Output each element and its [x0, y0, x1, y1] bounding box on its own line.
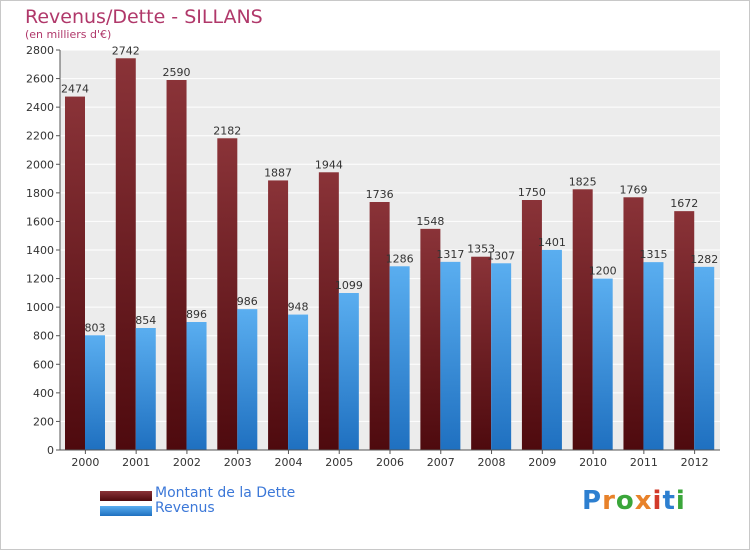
bar-dette: [623, 197, 644, 450]
data-label: 2474: [61, 83, 89, 96]
data-label: 1200: [589, 265, 617, 278]
logo-letter: o: [615, 486, 635, 516]
y-tick-label: 2600: [26, 73, 54, 86]
axes: 0 200 400 600 800 1000 1200 1400 1600 1800 2000 220…: [26, 44, 720, 469]
x-tick-label: 2011: [630, 456, 658, 469]
bar-dette: [420, 228, 441, 450]
data-label: 1887: [264, 166, 292, 179]
x-tick-label: 2012: [681, 456, 709, 469]
y-tick-label: 400: [33, 387, 54, 400]
data-label: 1315: [639, 248, 667, 261]
bar-revenus: [389, 266, 410, 450]
bar-revenus: [541, 249, 562, 450]
bar-revenus: [643, 262, 664, 450]
bar-revenus: [237, 309, 258, 450]
y-tick-label: 800: [33, 330, 54, 343]
y-tick-label: 1400: [26, 244, 54, 257]
data-label: 2590: [163, 66, 191, 79]
bar-revenus: [491, 263, 512, 450]
data-label: 1672: [670, 197, 698, 210]
y-tick-label: 2800: [26, 44, 54, 57]
data-labels: 2474 803 2742 854 2590 896 2182 986 1887 948 1944 1…: [61, 44, 718, 334]
x-tick-label: 2005: [325, 456, 353, 469]
x-tick-label: 2001: [122, 456, 150, 469]
data-label: 986: [237, 295, 258, 308]
proxiti-logo: Proxiti: [582, 486, 686, 516]
bar-dette: [471, 256, 492, 450]
data-label: 1825: [569, 175, 597, 188]
bar-dette: [318, 172, 339, 451]
logo-letter: r: [602, 486, 616, 516]
data-label: 2182: [213, 124, 241, 137]
data-label: 1769: [619, 183, 647, 196]
data-label: 803: [85, 321, 106, 334]
bar-revenus: [135, 328, 156, 450]
data-label: 948: [288, 301, 309, 314]
data-label: 896: [186, 308, 207, 321]
y-tick-label: 1800: [26, 187, 54, 200]
logo-letter: t: [662, 486, 676, 516]
data-label: 2742: [112, 44, 140, 57]
y-tick-label: 1000: [26, 301, 54, 314]
bar-revenus: [338, 293, 359, 450]
bar-revenus: [440, 261, 461, 450]
x-tick-label: 2004: [274, 456, 302, 469]
legend-label-revenus: Revenus: [155, 500, 215, 516]
legend-swatch-dette: [100, 491, 152, 501]
y-tick-label: 0: [47, 444, 54, 457]
y-tick-label: 2200: [26, 130, 54, 143]
bar-revenus: [186, 322, 207, 450]
x-tick-label: 2010: [579, 456, 607, 469]
bars: [65, 58, 715, 451]
data-label: 1286: [386, 252, 414, 265]
data-label: 1353: [467, 243, 495, 256]
y-tick-label: 200: [33, 415, 54, 428]
data-label: 854: [135, 314, 156, 327]
data-label: 1548: [416, 215, 444, 228]
data-label: 1317: [436, 248, 464, 261]
bar-dette: [115, 58, 136, 451]
x-tick-label: 2000: [71, 456, 99, 469]
bar-revenus: [288, 314, 309, 450]
y-tick-label: 2400: [26, 101, 54, 114]
bar-dette: [217, 138, 238, 451]
chart-title: Revenus/Dette - SILLANS: [25, 6, 263, 28]
bar-dette: [268, 180, 289, 450]
legend-label-dette: Montant de la Dette: [155, 485, 296, 501]
data-label: 1401: [538, 236, 566, 249]
data-label: 1307: [487, 249, 515, 262]
bar-revenus: [694, 266, 715, 450]
x-tick-label: 2003: [224, 456, 252, 469]
data-label: 1282: [690, 253, 718, 266]
bar-revenus: [592, 278, 613, 450]
bar-dette: [572, 189, 593, 451]
y-tick-label: 600: [33, 358, 54, 371]
bar-revenus: [85, 335, 105, 450]
logo-letter: i: [675, 486, 686, 516]
data-label: 1099: [335, 279, 363, 292]
x-tick-label: 2007: [427, 456, 455, 469]
logo-letter: P: [582, 486, 603, 516]
bar-dette: [369, 202, 390, 450]
y-tick-label: 1600: [26, 215, 54, 228]
data-label: 1944: [315, 158, 343, 171]
data-label: 1750: [518, 186, 546, 199]
logo-letter: x: [634, 486, 653, 516]
x-tick-label: 2002: [173, 456, 201, 469]
y-tick-label: 1200: [26, 273, 54, 286]
data-label: 1736: [366, 188, 394, 201]
bar-dette: [65, 96, 85, 451]
x-tick-label: 2006: [376, 456, 404, 469]
x-tick-label: 2008: [478, 456, 506, 469]
bar-dette: [521, 200, 542, 450]
bar-dette: [674, 211, 695, 450]
logo-letter: i: [652, 486, 663, 516]
legend-swatch-revenus: [100, 506, 152, 516]
y-tick-label: 2000: [26, 158, 54, 171]
bar-dette: [166, 80, 187, 450]
chart-subtitle: (en milliers d'€): [25, 28, 112, 41]
x-tick-label: 2009: [528, 456, 556, 469]
